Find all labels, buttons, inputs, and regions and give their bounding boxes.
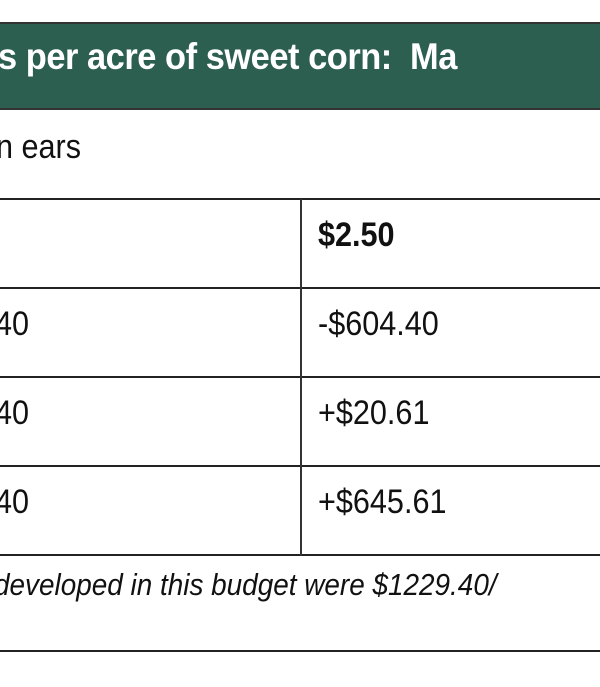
table-cell: +$645.61 (318, 483, 447, 521)
footnote: developed in this budget were $1229.40/ (0, 567, 497, 602)
table-cell: +$20.61 (318, 394, 430, 432)
table-cell: 40 (0, 394, 30, 432)
table-subtitle: n ears (0, 128, 82, 166)
table-title: s per acre of sweet corn: Ma (0, 36, 457, 77)
divider (0, 650, 600, 652)
column-divider (300, 199, 302, 556)
column-header-price: $2.50 (318, 216, 395, 254)
table-cell: -$604.40 (318, 305, 439, 343)
table-title-bar (0, 22, 600, 110)
table-cell: 40 (0, 305, 30, 343)
table-cell: 40 (0, 483, 30, 521)
